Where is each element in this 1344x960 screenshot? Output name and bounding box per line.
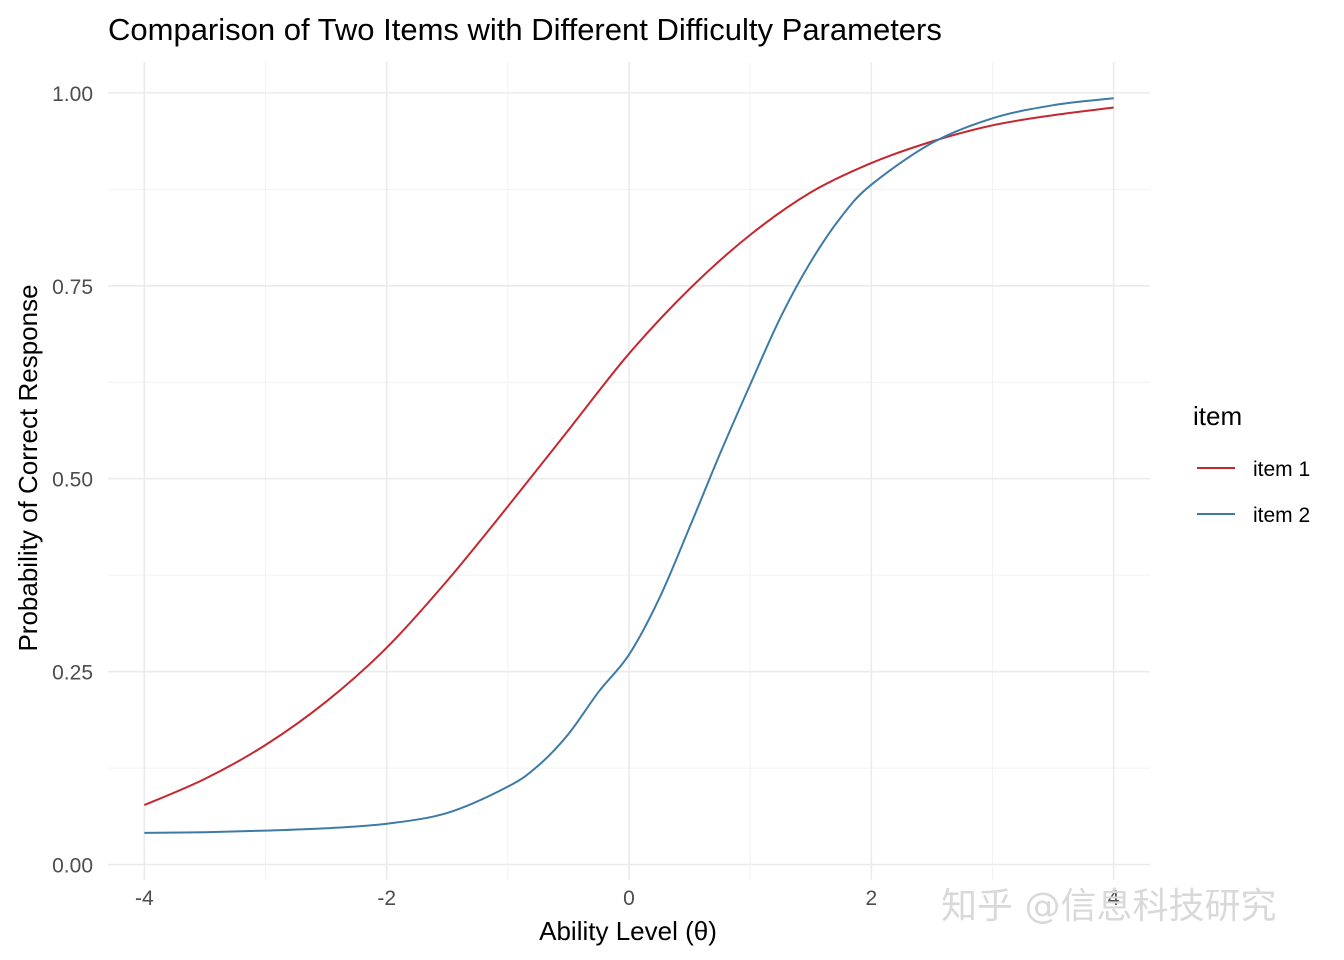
legend-title: item bbox=[1193, 401, 1242, 431]
watermark: 知乎 @信息科技研究 bbox=[941, 886, 1276, 927]
x-tick-label: 4 bbox=[1108, 887, 1120, 910]
chart-title: Comparison of Two Items with Different D… bbox=[108, 12, 942, 47]
x-tick-label: -2 bbox=[377, 887, 396, 910]
y-tick-label: 0.00 bbox=[52, 855, 93, 878]
x-axis-ticks: -4 -2 0 2 4 bbox=[135, 887, 1120, 910]
series-line-item-1 bbox=[143, 106, 1114, 807]
legend-label-item-2: item 2 bbox=[1253, 504, 1310, 527]
y-axis-title: Probability of Correct Response bbox=[13, 284, 43, 651]
series-layer bbox=[143, 97, 1114, 834]
x-tick-label: 2 bbox=[865, 887, 877, 910]
series-line-item-2 bbox=[144, 97, 1114, 834]
y-tick-label: 0.25 bbox=[52, 662, 93, 685]
y-axis-ticks: 0.00 0.25 0.50 0.75 1.00 bbox=[52, 83, 93, 878]
legend: item item 1 item 2 bbox=[1193, 401, 1310, 527]
y-tick-label: 0.50 bbox=[52, 469, 93, 492]
y-tick-label: 1.00 bbox=[52, 83, 93, 106]
x-axis-title: Ability Level (θ) bbox=[539, 916, 717, 946]
legend-items: item 1 item 2 bbox=[1197, 458, 1310, 527]
x-tick-label: 0 bbox=[623, 887, 635, 910]
legend-label-item-1: item 1 bbox=[1253, 458, 1310, 481]
plot-grid bbox=[108, 62, 1150, 880]
x-tick-label: -4 bbox=[135, 887, 154, 910]
y-tick-label: 0.75 bbox=[52, 276, 93, 299]
